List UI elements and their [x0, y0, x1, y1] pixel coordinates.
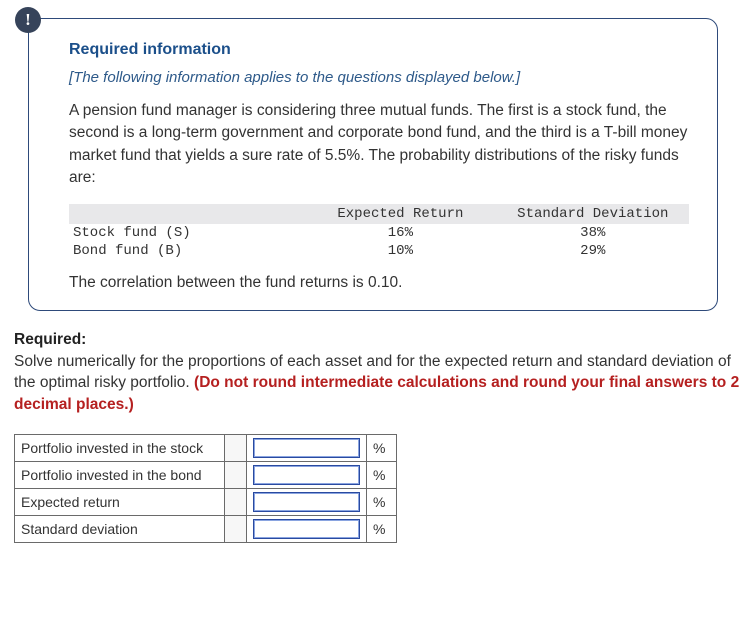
row-sd: 38% — [497, 224, 689, 242]
row-er: 16% — [304, 224, 496, 242]
answer-row: Portfolio invested in the bond % — [15, 461, 397, 488]
answer-prefix-cell — [225, 488, 247, 515]
correlation-note: The correlation between the fund returns… — [69, 274, 689, 292]
answer-label: Portfolio invested in the bond — [15, 461, 225, 488]
required-block: Required: Solve numerically for the prop… — [14, 329, 743, 416]
header-expected-return: Expected Return — [304, 204, 496, 224]
answer-prefix-cell — [225, 461, 247, 488]
alert-icon: ! — [15, 7, 41, 33]
answer-prefix-cell — [225, 434, 247, 461]
answer-input-cell — [247, 461, 367, 488]
required-label: Required: — [14, 331, 86, 348]
row-name: Stock fund (S) — [69, 224, 304, 242]
header-std-dev: Standard Deviation — [497, 204, 689, 224]
answer-label: Expected return — [15, 488, 225, 515]
answer-input-cell — [247, 488, 367, 515]
stock-proportion-input[interactable] — [253, 438, 360, 458]
table-header-row: Expected Return Standard Deviation — [69, 204, 689, 224]
answer-input-cell — [247, 434, 367, 461]
table-row: Bond fund (B) 10% 29% — [69, 242, 689, 260]
answer-label: Standard deviation — [15, 515, 225, 542]
answer-prefix-cell — [225, 515, 247, 542]
bond-proportion-input[interactable] — [253, 465, 360, 485]
answer-row: Standard deviation % — [15, 515, 397, 542]
fund-data-table: Expected Return Standard Deviation Stock… — [69, 204, 689, 260]
problem-paragraph: A pension fund manager is considering th… — [69, 100, 689, 190]
answer-input-cell — [247, 515, 367, 542]
expected-return-input[interactable] — [253, 492, 360, 512]
answer-row: Portfolio invested in the stock % — [15, 434, 397, 461]
answer-table: Portfolio invested in the stock % Portfo… — [14, 434, 397, 543]
table-row: Stock fund (S) 16% 38% — [69, 224, 689, 242]
row-er: 10% — [304, 242, 496, 260]
answer-row: Expected return % — [15, 488, 397, 515]
row-sd: 29% — [497, 242, 689, 260]
answer-unit: % — [367, 515, 397, 542]
info-box: ! Required information [The following in… — [28, 18, 718, 311]
answer-unit: % — [367, 434, 397, 461]
header-blank — [69, 204, 304, 224]
answer-label: Portfolio invested in the stock — [15, 434, 225, 461]
std-dev-input[interactable] — [253, 519, 360, 539]
row-name: Bond fund (B) — [69, 242, 304, 260]
answer-unit: % — [367, 488, 397, 515]
required-info-heading: Required information — [69, 41, 689, 59]
answer-unit: % — [367, 461, 397, 488]
context-note: [The following information applies to th… — [69, 69, 689, 86]
